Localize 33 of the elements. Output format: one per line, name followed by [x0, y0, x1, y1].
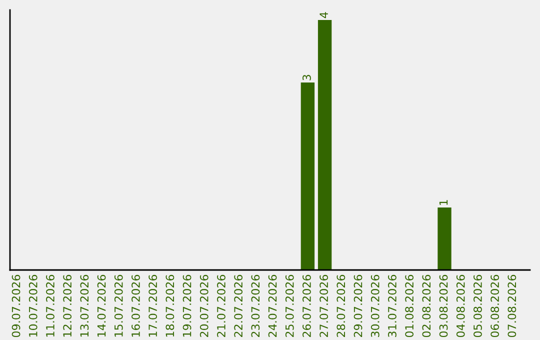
x-tick-label: 02.08.2026 — [422, 274, 431, 338]
x-tick-label: 27.07.2026 — [320, 274, 328, 337]
x-tick-label: 05.08.2026 — [474, 274, 482, 338]
x-tick-label: 25.07.2026 — [285, 274, 294, 337]
x-tick-label: 14.07.2026 — [97, 274, 106, 337]
data-label: 1 — [439, 200, 448, 205]
x-tick-label: 23.07.2026 — [251, 274, 260, 337]
data-label: 4 — [320, 12, 328, 18]
x-tick-label: 26.07.2026 — [302, 274, 311, 337]
x-tick-label: 10.07.2026 — [28, 274, 38, 337]
x-tick-label: 07.08.2026 — [508, 274, 516, 338]
x-tick-label: 30.07.2026 — [370, 274, 380, 337]
x-tick-label: 28.07.2026 — [336, 274, 346, 337]
x-tick-label: 21.07.2026 — [217, 274, 226, 337]
x-tick-label: 12.07.2026 — [63, 274, 72, 337]
x-tick-label: 18.07.2026 — [166, 274, 174, 337]
x-tick-label: 29.07.2026 — [354, 274, 362, 337]
x-tick-label: 15.07.2026 — [114, 274, 123, 337]
data-label: 3 — [302, 74, 311, 80]
x-tick-label: 03.08.2026 — [439, 274, 448, 338]
x-tick-label: 11.07.2026 — [46, 274, 54, 337]
x-tick-label: 31.07.2026 — [388, 274, 396, 337]
x-tick-label: 04.08.2026 — [456, 274, 465, 338]
x-tick-label: 24.07.2026 — [268, 274, 277, 337]
x-tick-label: 13.07.2026 — [80, 274, 89, 337]
x-tick-label: 22.07.2026 — [234, 274, 243, 337]
x-tick-label: 09.07.2026 — [12, 274, 20, 338]
x-tick-label: 17.07.2026 — [148, 274, 158, 337]
x-tick-label: 01.08.2026 — [405, 274, 414, 338]
x-tick-label: 06.08.2026 — [490, 274, 500, 338]
x-tick-label: 16.07.2026 — [132, 274, 140, 337]
x-tick-label: 20.07.2026 — [200, 274, 208, 337]
x-tick-label: 19.07.2026 — [182, 274, 192, 337]
